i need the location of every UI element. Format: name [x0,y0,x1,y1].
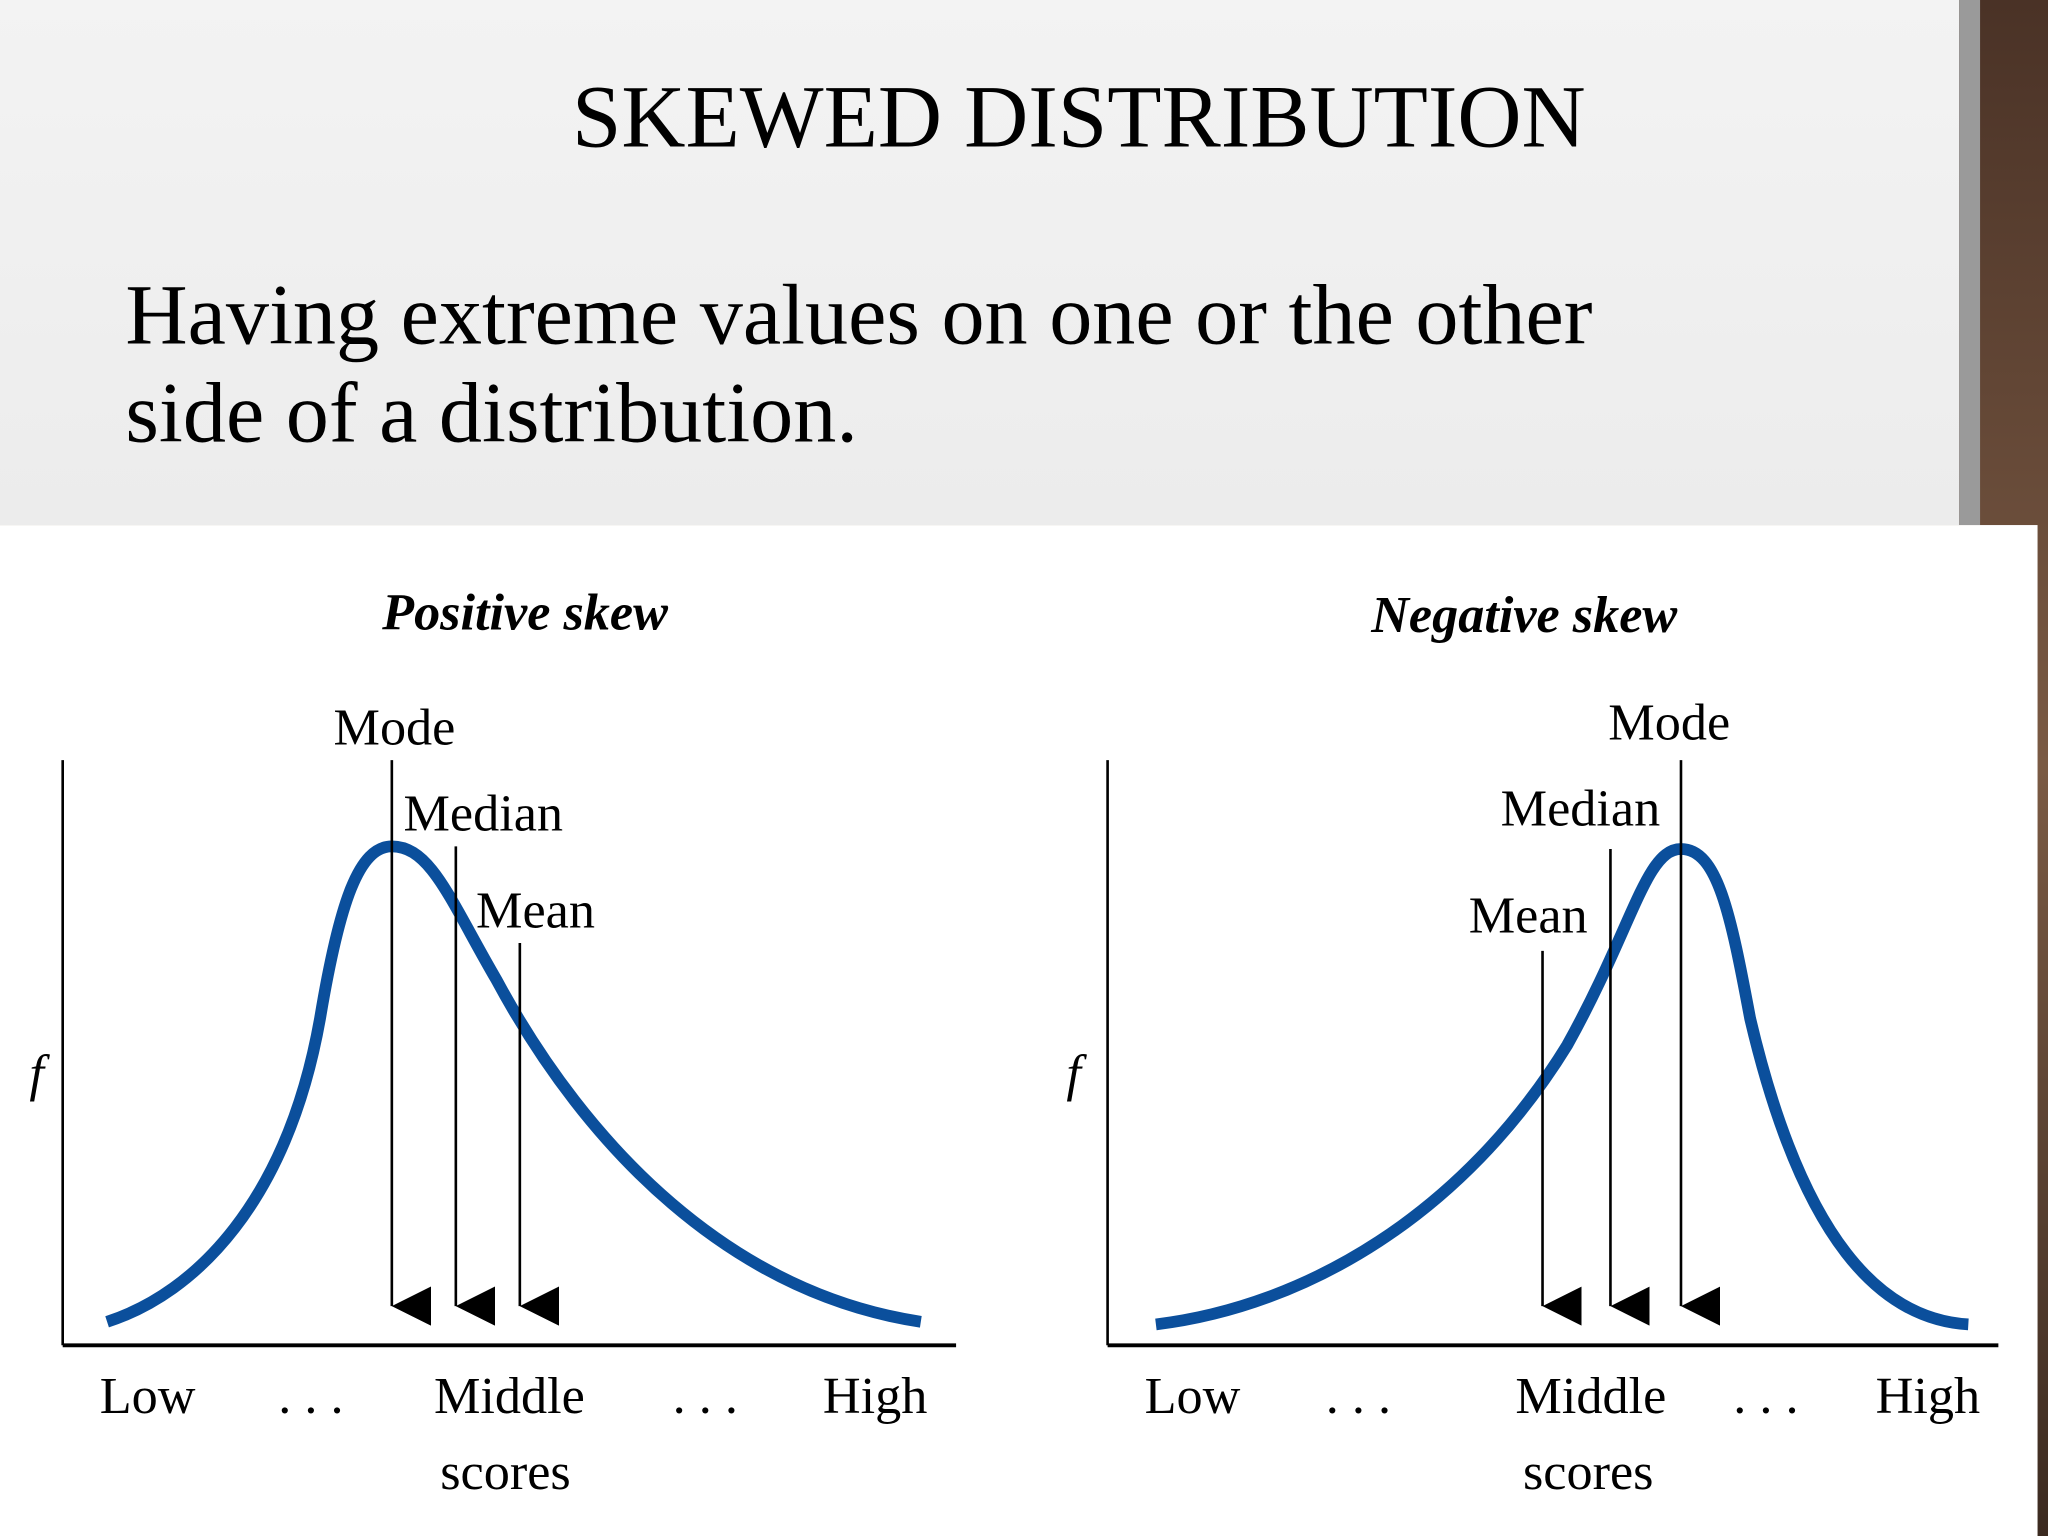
slide-title: SKEWED DISTRIBUTION [572,68,1586,166]
x-label: High [823,1367,927,1425]
diagram: Negative skew f Mode Median Mean Low . .… [1066,586,1999,1501]
side-bar [1959,0,1981,526]
diagram: Positive skew f Mode Median Mean Low . .… [29,584,957,1501]
x-label: . . . [1326,1367,1391,1425]
x-label: . . . [278,1367,343,1425]
curve [1155,843,1969,1331]
marker-label: Mean [1469,887,1588,945]
marker-label: Mode [334,698,456,756]
body-text: Having extreme values on one or the othe… [125,267,1592,363]
diagram-panel [0,525,2038,1536]
x-label: Middle [434,1367,585,1425]
marker-label: Median [1501,779,1661,837]
marker-label: Median [403,785,563,843]
x-label: Low [1145,1367,1241,1425]
x-label: . . . [1733,1367,1798,1425]
curve [105,840,922,1328]
x-label: . . . [673,1367,738,1425]
diagram-title: Positive skew [381,584,669,642]
diagram-title: Negative skew [1370,586,1678,644]
x-label: Low [100,1367,196,1425]
marker-label: Mean [476,881,595,939]
body-text: side of a distribution. [125,364,858,460]
marker-label: Mode [1608,693,1730,751]
x-caption: scores [440,1443,571,1501]
x-label: High [1876,1367,1980,1425]
x-label: Middle [1515,1367,1666,1425]
header-background [0,0,1960,526]
x-caption: scores [1523,1443,1654,1501]
